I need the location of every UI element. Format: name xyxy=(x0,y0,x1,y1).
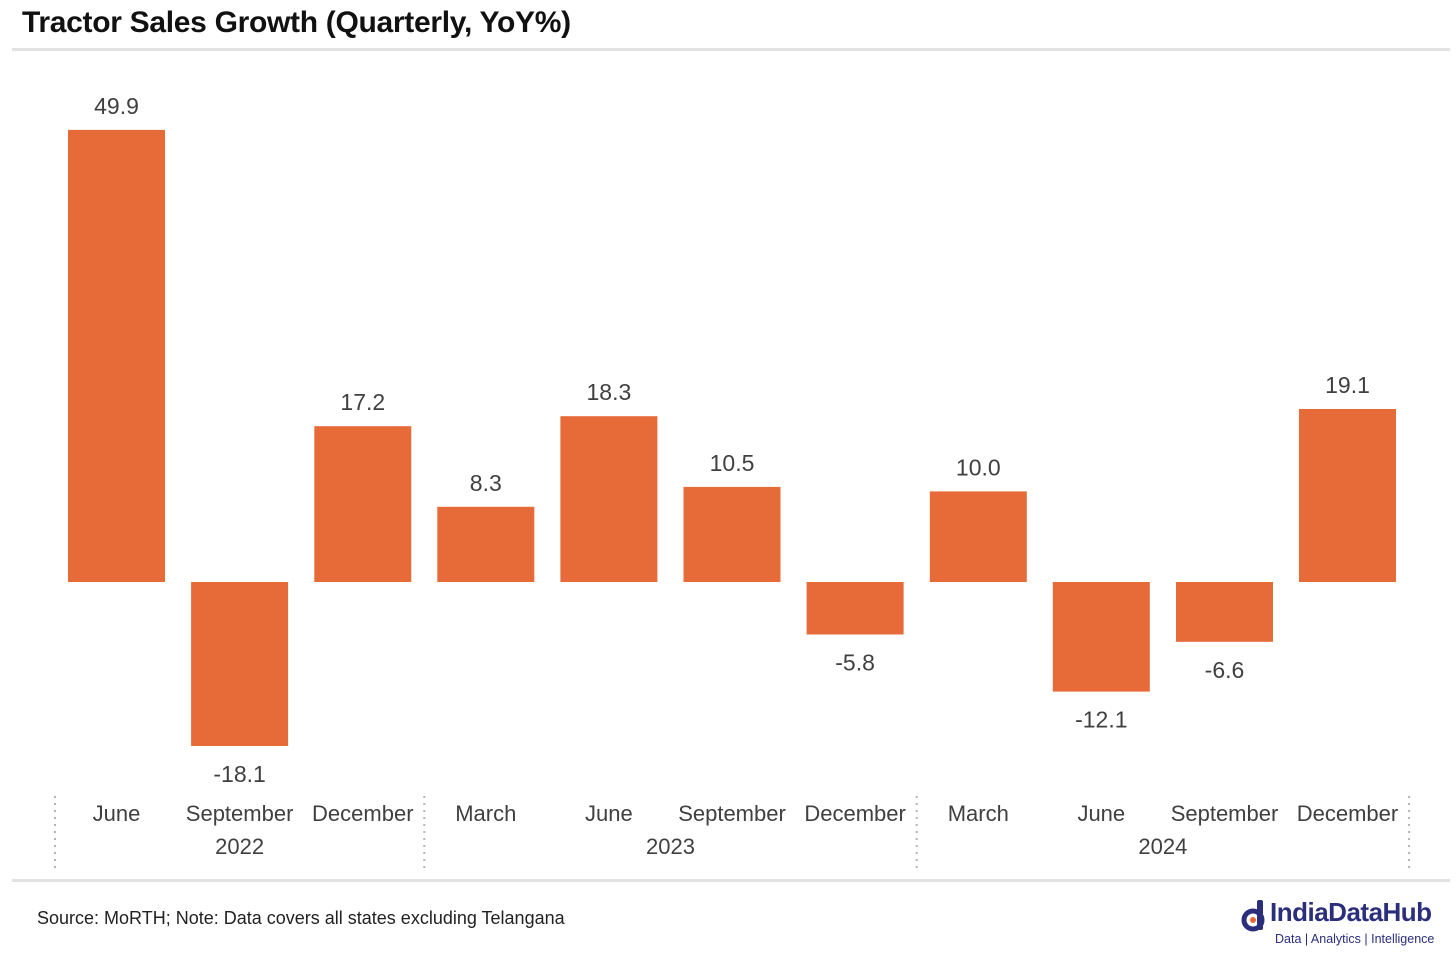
data-label-4: 8.3 xyxy=(470,470,502,496)
data-label-9: -12.1 xyxy=(1075,707,1127,733)
bar-4 xyxy=(437,506,535,582)
bar-6 xyxy=(683,486,781,582)
x-tick-label-4: March xyxy=(455,801,516,826)
chart-title: Tractor Sales Growth (Quarterly, YoY%) xyxy=(22,6,571,39)
data-label-2: -18.1 xyxy=(213,761,265,787)
top-divider xyxy=(12,48,1450,51)
brand-tagline: Data | Analytics | Intelligence xyxy=(1275,932,1435,946)
x-tick-label-6: September xyxy=(678,801,786,826)
data-label-10: -6.6 xyxy=(1205,657,1245,683)
year-label-2024: 2024 xyxy=(1138,834,1187,859)
x-tick-label-3: December xyxy=(312,801,413,826)
data-label-11: 19.1 xyxy=(1325,372,1370,398)
x-tick-label-7: December xyxy=(804,801,905,826)
data-label-1: 49.9 xyxy=(94,93,139,119)
x-tick-label-10: September xyxy=(1171,801,1279,826)
x-tick-label-1: June xyxy=(93,801,141,826)
bar-5 xyxy=(560,416,658,582)
bars-group xyxy=(68,129,1396,746)
x-tick-label-5: June xyxy=(585,801,633,826)
year-label-2023: 2023 xyxy=(646,834,695,859)
bar-9 xyxy=(1052,582,1150,692)
data-label-5: 18.3 xyxy=(587,379,632,405)
data-label-7: -5.8 xyxy=(835,650,875,676)
x-tick-label-11: December xyxy=(1297,801,1398,826)
x-tick-label-8: March xyxy=(948,801,1009,826)
bar-chart: 49.9 -18.1 17.2 8.3 18.3 10.5 -5.8 10.0 -12.1 -6.… xyxy=(54,93,1411,868)
value-labels-group: 49.9 -18.1 17.2 8.3 18.3 10.5 -5.8 10.0 -12.1 -6.… xyxy=(94,93,1370,787)
bar-10 xyxy=(1176,582,1273,642)
year-label-2022: 2022 xyxy=(215,834,264,859)
data-label-6: 10.5 xyxy=(710,450,755,476)
source-note: Source: MoRTH; Note: Data covers all sta… xyxy=(37,908,565,928)
bottom-divider xyxy=(12,879,1450,882)
bar-1 xyxy=(68,129,165,582)
brand-logo-icon xyxy=(1241,900,1265,932)
x-tick-label-9: June xyxy=(1077,801,1125,826)
data-label-3: 17.2 xyxy=(340,389,385,415)
bar-11 xyxy=(1299,409,1396,582)
bar-3 xyxy=(314,426,412,582)
brand-name: IndiaDataHub xyxy=(1270,897,1432,927)
bar-8 xyxy=(929,491,1027,582)
x-tick-label-2: September xyxy=(186,801,294,826)
bar-7 xyxy=(806,582,904,635)
data-label-8: 10.0 xyxy=(956,454,1001,480)
x-axis-group: June September December March June September D… xyxy=(54,796,1411,868)
bar-2 xyxy=(191,582,289,746)
brand-logo[interactable]: IndiaDataHub Data | Analytics | Intellig… xyxy=(1240,897,1452,951)
